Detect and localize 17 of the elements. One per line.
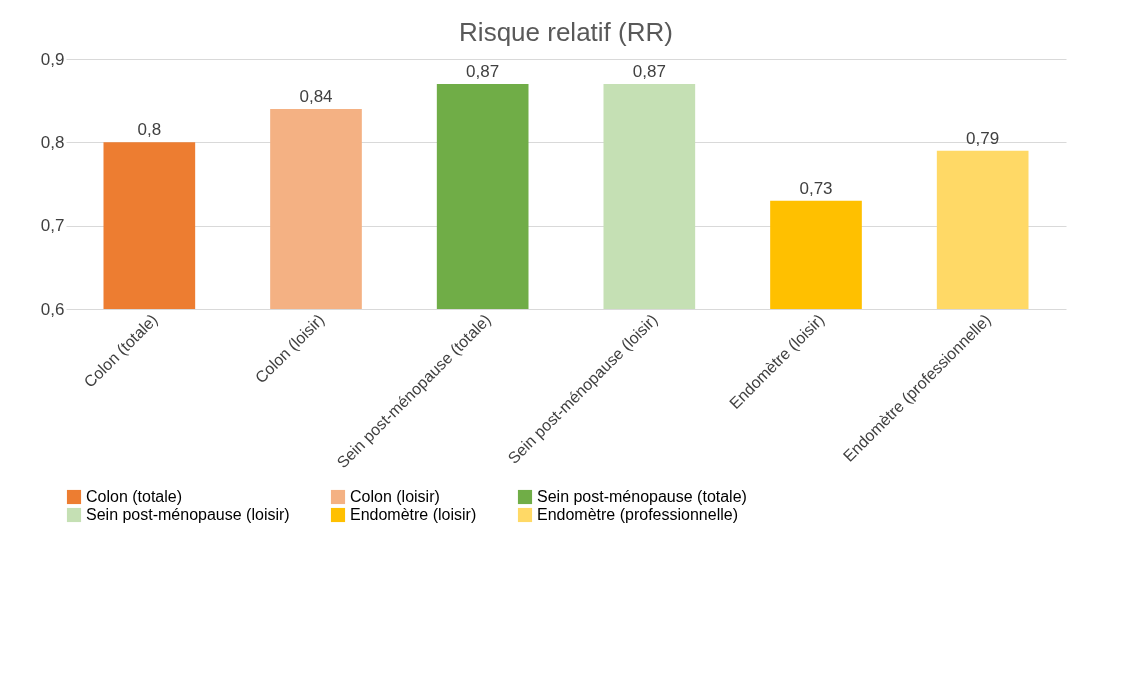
data-label: 0,73: [799, 178, 833, 198]
legend-label: Sein post-ménopause (loisir): [86, 506, 290, 523]
y-tick-label: 0,7: [40, 216, 65, 236]
y-tick-label: 0,9: [40, 49, 65, 69]
data-label: 0,87: [632, 62, 666, 81]
y-tick-label: 0,6: [40, 299, 65, 319]
legend-label: Colon (loisir): [350, 488, 440, 505]
data-label: 0,84: [299, 87, 333, 106]
data-label: 0,8: [137, 120, 162, 140]
legend-label: Endomètre (professionnelle): [537, 506, 738, 523]
data-label: 0,79: [966, 128, 1000, 148]
legend-label: Endomètre (loisir): [350, 506, 477, 523]
legend-label: Sein post-ménopause (totale): [537, 488, 747, 505]
chart-title: Risque relatif (RR): [459, 17, 673, 47]
data-label: 0,87: [466, 62, 500, 81]
y-tick-label: 0,8: [40, 132, 65, 152]
legend-label: Colon (totale): [86, 488, 183, 505]
